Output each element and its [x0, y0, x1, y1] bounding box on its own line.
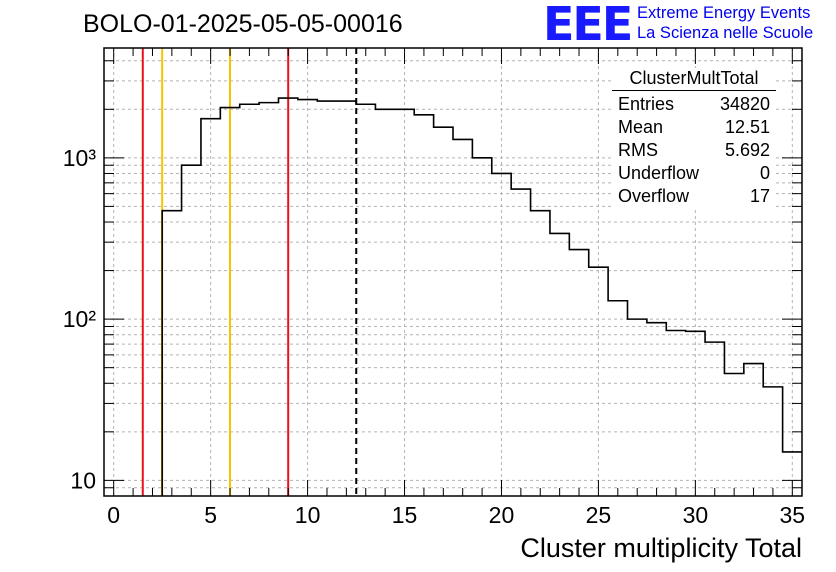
histogram-bar [240, 104, 259, 496]
plot-frame-rect [103, 47, 803, 497]
histogram-outline [161, 97, 802, 496]
chart-title: BOLO-01-2025-05-05-00016 [83, 10, 403, 38]
stats-value: 17 [749, 186, 770, 206]
grid-lines [104, 48, 802, 497]
stats-label: Mean [618, 117, 664, 137]
stats-value: 5.692 [724, 140, 770, 160]
histogram-bar [569, 250, 588, 496]
logo-line-1: Extreme Energy Events [637, 4, 811, 22]
x-tick-label: 5 [204, 502, 217, 528]
histogram-bar [317, 101, 336, 496]
eee-logo-icon: EEE [543, 0, 633, 51]
x-axis-label: Cluster multiplicity Total [520, 533, 802, 563]
x-tick-label: 35 [780, 502, 806, 528]
stats-label: Overflow [618, 186, 690, 206]
histogram-bar [375, 109, 394, 496]
axis-ticks [104, 48, 802, 497]
histogram-bar [608, 301, 627, 496]
x-tick-label: 30 [683, 502, 709, 528]
logo-line-2: La Scienza nelle Scuole [637, 24, 814, 42]
x-tick-label: 0 [107, 502, 120, 528]
stats-row-underflow: Underflow 0 [612, 162, 776, 185]
histogram-bar [182, 165, 201, 496]
histogram-bar [531, 211, 550, 496]
y-tick-label: 10² [63, 306, 97, 332]
stats-title: ClusterMultTotal [612, 68, 776, 91]
stats-value: 0 [759, 163, 770, 183]
histogram-bar [628, 319, 647, 496]
histogram-bar [162, 211, 181, 496]
histogram-bar [337, 101, 356, 496]
stats-label: Underflow [618, 163, 700, 183]
histogram-bar [259, 103, 278, 496]
stats-label: RMS [618, 140, 658, 160]
reference-lines [141, 48, 358, 496]
stats-value: 12.51 [724, 117, 770, 137]
histogram-bar [453, 139, 472, 496]
x-tick-label: 20 [489, 502, 515, 528]
histogram-bar [724, 373, 743, 496]
y-tick-label: 10 [70, 467, 96, 493]
stats-label: Entries [618, 94, 675, 114]
x-tick-label: 25 [586, 502, 612, 528]
histogram-bar [511, 189, 530, 496]
plot-frame [103, 47, 803, 497]
histogram-bar [550, 233, 569, 496]
histogram-bar [414, 115, 433, 496]
histogram-bar [705, 342, 724, 496]
histogram-bar [356, 104, 375, 496]
stats-row-mean: Mean 12.51 [612, 116, 776, 139]
stats-value: 34820 [719, 94, 770, 114]
stats-box: ClusterMultTotal Entries 34820 Mean 12.5… [612, 68, 776, 208]
y-tick-label: 10³ [63, 145, 97, 171]
stats-row-rms: RMS 5.692 [612, 139, 776, 162]
stats-row-entries: Entries 34820 [612, 93, 776, 116]
x-tick-label: 10 [295, 502, 321, 528]
stats-row-overflow: Overflow 17 [612, 185, 776, 208]
x-tick-label: 15 [392, 502, 418, 528]
histogram-bar [647, 323, 666, 496]
histogram-bins [161, 97, 802, 496]
tick-labels: 0 5 10 15 20 25 30 35 10 10² 10³ [63, 145, 805, 528]
